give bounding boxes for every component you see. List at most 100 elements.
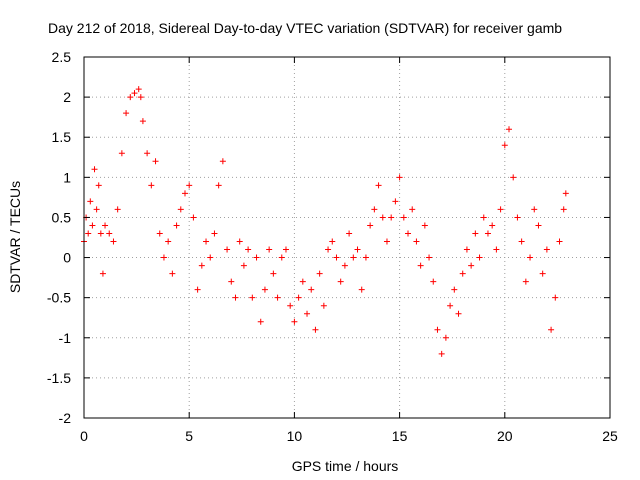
data-point bbox=[287, 302, 294, 309]
data-point bbox=[160, 254, 167, 261]
data-point bbox=[375, 182, 382, 189]
data-point bbox=[181, 190, 188, 197]
x-tick-label: 0 bbox=[80, 428, 88, 444]
data-point bbox=[89, 222, 96, 229]
data-point bbox=[123, 110, 130, 117]
data-point bbox=[413, 238, 420, 245]
data-point bbox=[245, 246, 252, 253]
data-point bbox=[156, 230, 163, 237]
data-point bbox=[543, 246, 550, 253]
data-point bbox=[527, 254, 534, 261]
data-point bbox=[253, 254, 260, 261]
data-point bbox=[329, 238, 336, 245]
data-point bbox=[93, 206, 100, 213]
data-point bbox=[194, 286, 201, 293]
data-point bbox=[325, 246, 332, 253]
data-point bbox=[257, 318, 264, 325]
data-point bbox=[468, 262, 475, 269]
data-point bbox=[421, 222, 428, 229]
data-point bbox=[535, 222, 542, 229]
data-point bbox=[371, 206, 378, 213]
x-tick-label: 5 bbox=[185, 428, 193, 444]
data-point bbox=[346, 230, 353, 237]
data-point bbox=[350, 254, 357, 261]
y-tick-label: 0 bbox=[63, 250, 71, 266]
data-point bbox=[518, 238, 525, 245]
data-point bbox=[316, 270, 323, 277]
x-tick-label: 10 bbox=[287, 428, 303, 444]
data-point bbox=[552, 294, 559, 301]
data-point bbox=[333, 254, 340, 261]
data-point bbox=[148, 182, 155, 189]
data-point bbox=[236, 238, 243, 245]
data-point bbox=[493, 246, 500, 253]
data-point bbox=[270, 270, 277, 277]
data-points bbox=[81, 86, 569, 357]
data-point bbox=[354, 246, 361, 253]
data-point bbox=[388, 214, 395, 221]
y-tick-label: 2.5 bbox=[52, 49, 72, 65]
data-point bbox=[95, 182, 102, 189]
y-axis-label: SDTVAR / TECUs bbox=[7, 181, 23, 293]
data-point bbox=[139, 118, 146, 125]
data-point bbox=[186, 182, 193, 189]
data-point bbox=[562, 190, 569, 197]
data-point bbox=[476, 254, 483, 261]
data-point bbox=[85, 230, 92, 237]
x-tick-label: 25 bbox=[602, 428, 618, 444]
data-point bbox=[207, 254, 214, 261]
plot-frame bbox=[83, 56, 611, 419]
data-point bbox=[102, 222, 109, 229]
data-point bbox=[358, 286, 365, 293]
data-point bbox=[405, 230, 412, 237]
data-point bbox=[131, 90, 138, 97]
y-tick-label: -1 bbox=[59, 330, 72, 346]
data-point bbox=[438, 350, 445, 357]
y-axis-ticks: -2 -1.5 -1 -0.5 0 0.5 1 1.5 2 2.5 bbox=[47, 49, 610, 426]
data-point bbox=[91, 166, 98, 173]
data-point bbox=[447, 302, 454, 309]
data-point bbox=[459, 270, 466, 277]
data-point bbox=[362, 254, 369, 261]
data-point bbox=[266, 246, 273, 253]
data-point bbox=[367, 222, 374, 229]
data-point bbox=[127, 94, 134, 101]
data-point bbox=[261, 286, 268, 293]
data-point bbox=[165, 238, 172, 245]
data-point bbox=[87, 198, 94, 205]
data-point bbox=[522, 278, 529, 285]
data-point bbox=[249, 294, 256, 301]
data-point bbox=[312, 326, 319, 333]
data-point bbox=[97, 230, 104, 237]
data-point bbox=[308, 286, 315, 293]
data-point bbox=[144, 150, 151, 157]
data-point bbox=[426, 254, 433, 261]
data-point bbox=[169, 270, 176, 277]
data-point bbox=[510, 174, 517, 181]
data-point bbox=[556, 238, 563, 245]
data-point bbox=[137, 94, 144, 101]
data-point bbox=[177, 206, 184, 213]
y-tick-label: -0.5 bbox=[47, 290, 71, 306]
data-point bbox=[295, 294, 302, 301]
data-point bbox=[211, 230, 218, 237]
data-point bbox=[409, 206, 416, 213]
data-point bbox=[442, 334, 449, 341]
data-point bbox=[392, 198, 399, 205]
data-point bbox=[337, 278, 344, 285]
data-point bbox=[190, 214, 197, 221]
chart-title: Day 212 of 2018, Sidereal Day-to-day VTE… bbox=[48, 20, 562, 36]
data-point bbox=[417, 262, 424, 269]
data-point bbox=[320, 302, 327, 309]
data-point bbox=[506, 126, 513, 133]
data-point bbox=[99, 270, 106, 277]
data-point bbox=[152, 158, 159, 165]
data-point bbox=[531, 206, 538, 213]
data-point bbox=[434, 326, 441, 333]
data-point bbox=[341, 262, 348, 269]
data-point bbox=[240, 262, 247, 269]
data-point bbox=[228, 278, 235, 285]
data-point bbox=[198, 262, 205, 269]
x-axis-ticks: 0 5 10 15 20 25 bbox=[80, 57, 618, 444]
